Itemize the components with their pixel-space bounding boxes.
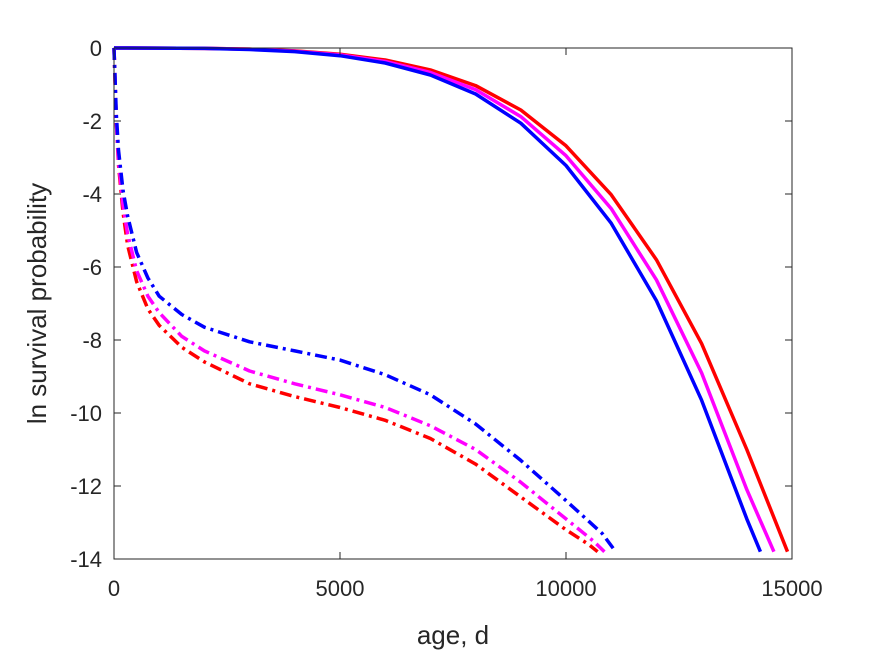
y-tick-label: -6 (82, 255, 102, 280)
x-axis-ticks: 0 5000 10000 15000 (108, 48, 823, 601)
y-tick-label: -12 (70, 474, 102, 499)
y-tick-label: -4 (82, 182, 102, 207)
x-tick-label: 0 (108, 576, 120, 601)
series-line-4 (112, 47, 599, 554)
y-tick-label: 0 (90, 36, 102, 61)
x-axis-label: age, d (417, 620, 489, 650)
x-tick-label: 10000 (535, 576, 596, 601)
x-tick-label: 15000 (761, 576, 822, 601)
series-layer (112, 46, 790, 554)
y-tick-label: -8 (82, 328, 102, 353)
y-axis-ticks: 0 -2 -4 -6 -8 -10 -12 -14 (70, 36, 792, 572)
y-tick-label: -14 (70, 547, 102, 572)
y-tick-label: -2 (82, 109, 102, 134)
x-tick-label: 5000 (316, 576, 365, 601)
series-line-6 (112, 47, 618, 553)
y-axis-label: ln survival probability (22, 183, 52, 424)
series-line-3 (113, 46, 763, 553)
series-line-5 (112, 47, 606, 553)
plot-frame (113, 47, 793, 560)
y-tick-label: -10 (70, 401, 102, 426)
